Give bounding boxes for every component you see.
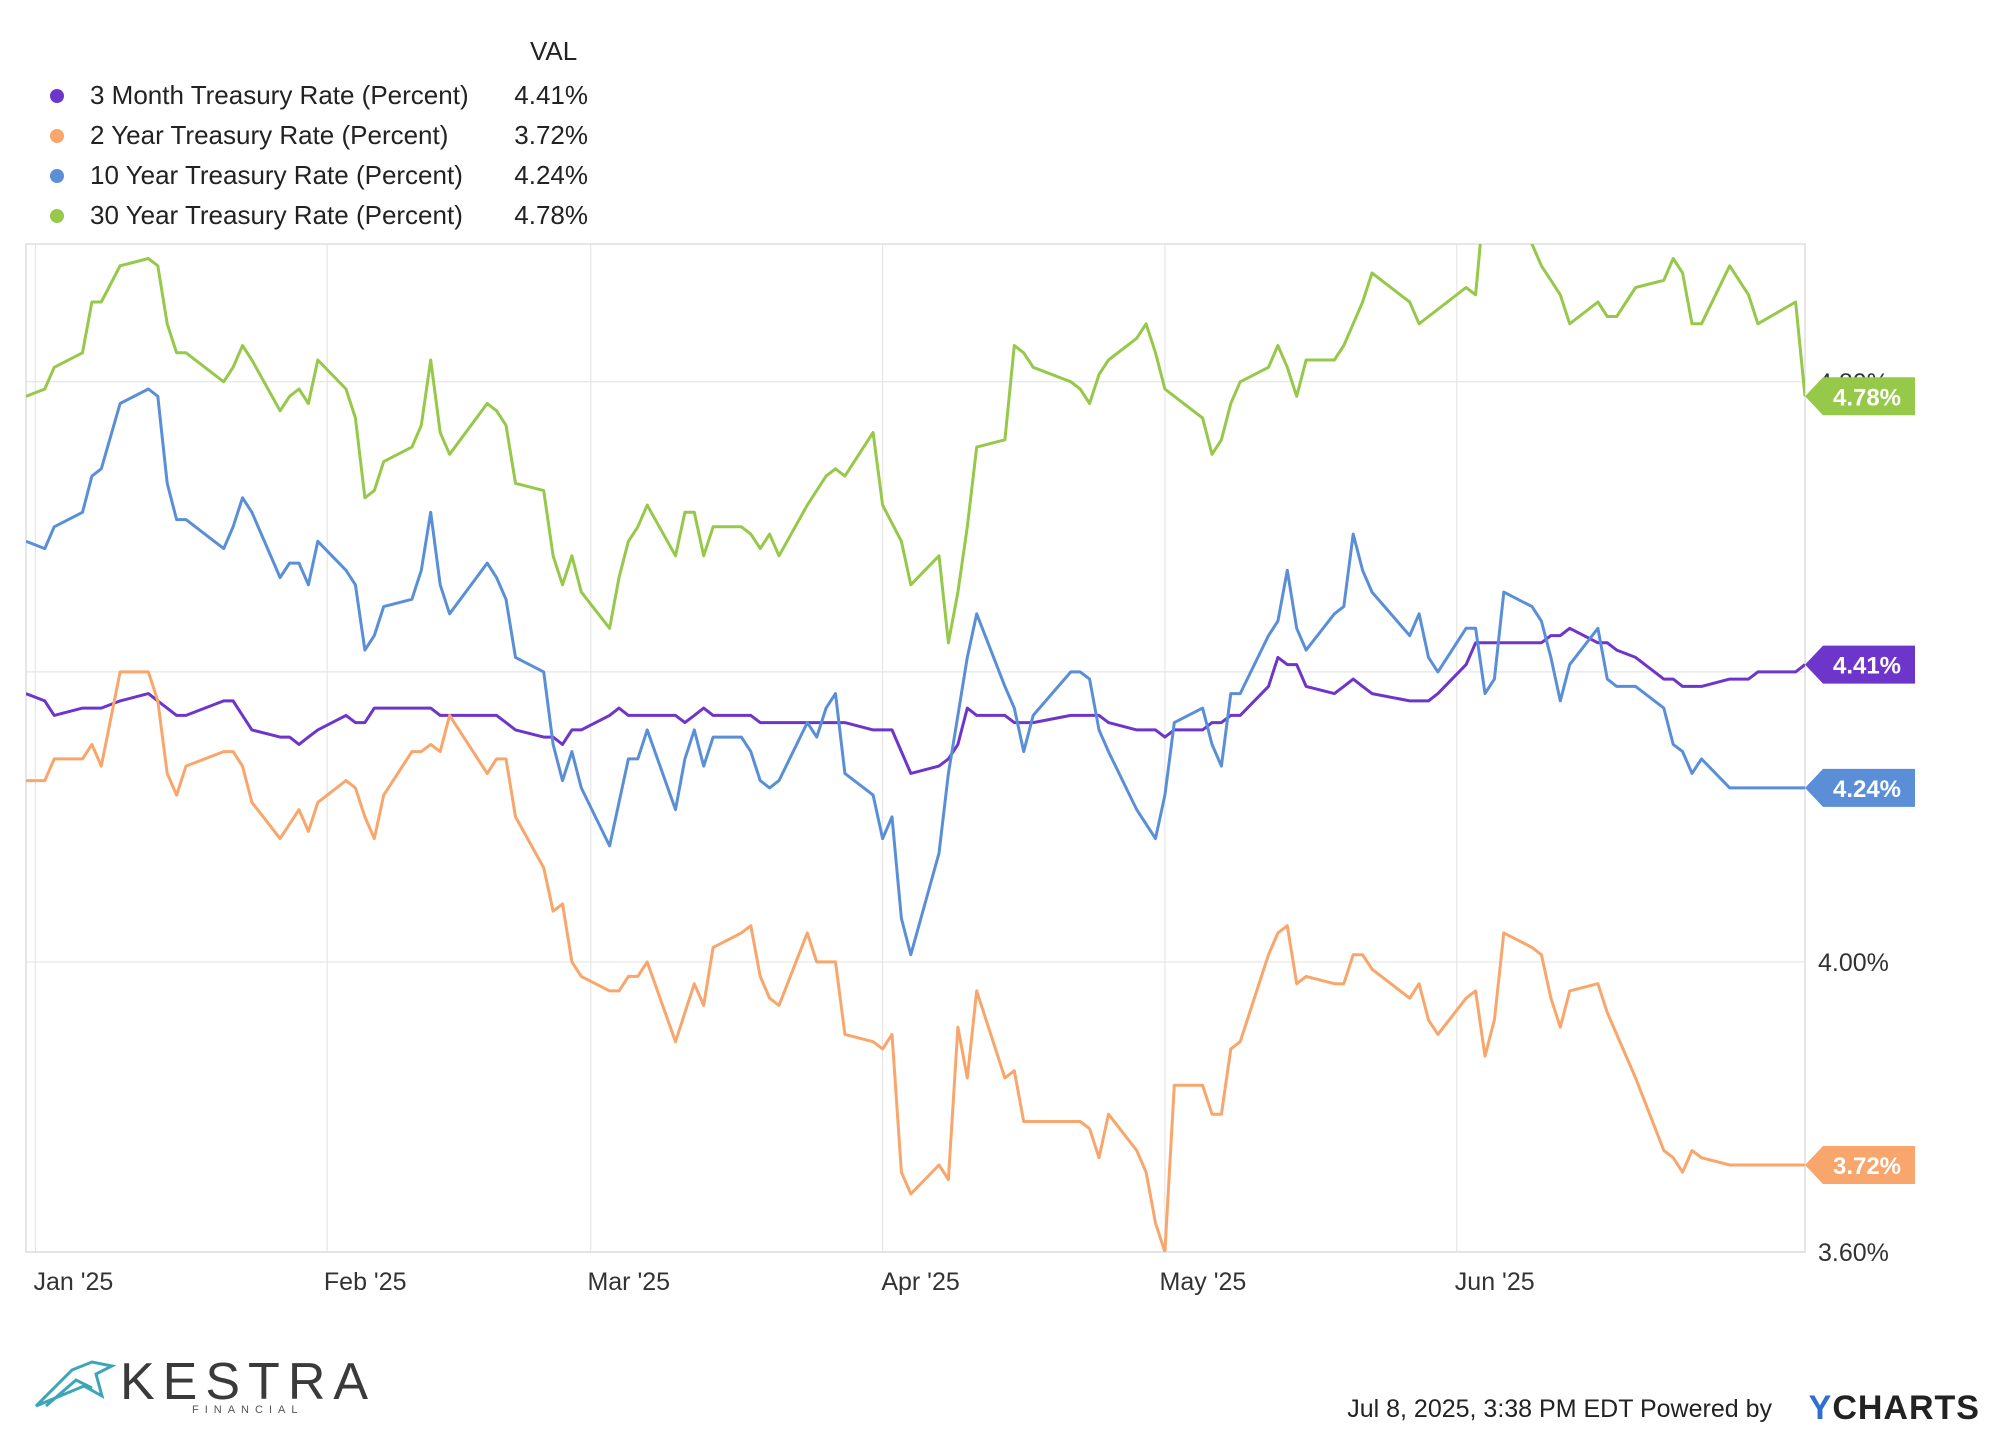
y-tick-label: 3.60% [1818, 1239, 1889, 1267]
legend-item-value: 3.72% [514, 120, 588, 150]
end-label-tag [1805, 377, 1915, 416]
end-label-tag [1805, 768, 1915, 807]
legend-item-3-month[interactable]: 3 Month Treasury Rate (Percent) 4.41% [48, 76, 588, 116]
x-axis-ticks: Jan '25 Feb '25 Mar '25 Apr '25 May '25 Jun '… [33, 1268, 1534, 1296]
end-label-tag [1805, 645, 1915, 684]
ycharts-wordmark: CHARTS [1832, 1389, 1980, 1427]
legend-item-2-year[interactable]: 2 Year Treasury Rate (Percent) 3.72% [48, 116, 588, 156]
x-tick-label: Feb '25 [324, 1268, 407, 1296]
x-tick-label: Jun '25 [1455, 1268, 1535, 1296]
grid-layer [26, 244, 1805, 1253]
legend-item-label: 30 Year Treasury Rate (Percent) [90, 200, 463, 230]
legend-item-label: 2 Year Treasury Rate (Percent) [90, 120, 449, 150]
legend-value-header: VAL [530, 36, 578, 66]
series-line [26, 387, 1805, 957]
end-label-value: 3.72% [1833, 1153, 1901, 1180]
x-tick-label: Apr '25 [881, 1268, 959, 1296]
x-tick-label: Jan '25 [33, 1268, 113, 1296]
series-line [26, 670, 1805, 1252]
legend-dot-icon [50, 129, 64, 143]
kestra-wordmark: KESTRA [120, 1353, 377, 1411]
legend-dot-icon [50, 169, 64, 183]
legend-item-value: 4.24% [514, 160, 588, 190]
legend-item-value: 4.78% [514, 200, 588, 230]
kestra-subtitle: FINANCIAL [192, 1404, 304, 1416]
series-layer [26, 244, 1805, 1252]
end-labels: 4.78% 4.41% 4.24% 3.72% [1805, 377, 1915, 1184]
kestra-logo: KESTRA FINANCIAL [32, 1352, 368, 1418]
end-label-value: 4.78% [1833, 384, 1901, 411]
x-tick-label: Mar '25 [587, 1268, 670, 1296]
series-line [26, 626, 1805, 775]
legend-item-value: 4.41% [514, 80, 588, 110]
kestra-bird-icon [34, 1360, 116, 1408]
end-label-value: 4.24% [1833, 776, 1901, 803]
ycharts-logo[interactable]: YCHARTS [1809, 1389, 1980, 1428]
end-label-tag [1805, 1145, 1915, 1184]
end-label-value: 4.41% [1833, 653, 1901, 680]
legend-item-30-year[interactable]: 30 Year Treasury Rate (Percent) 4.78% [48, 196, 588, 236]
legend-item-10-year[interactable]: 10 Year Treasury Rate (Percent) 4.24% [48, 156, 588, 196]
x-tick-label: May '25 [1160, 1268, 1247, 1296]
legend-item-label: 10 Year Treasury Rate (Percent) [90, 160, 463, 190]
y-tick-label: 4.00% [1818, 949, 1889, 977]
series-line [26, 244, 1805, 645]
plot-frame [25, 243, 1806, 1253]
footer-timestamp: Jul 8, 2025, 3:38 PM EDT Powered by [1347, 1395, 1772, 1423]
legend-item-label: 3 Month Treasury Rate (Percent) [90, 80, 469, 110]
y-axis-ticks: 3.60%4.00%4.40%4.80% [1818, 369, 1889, 1267]
legend-dot-icon [50, 89, 64, 103]
legend-dot-icon [50, 209, 64, 223]
ycharts-y: Y [1808, 1389, 1833, 1427]
